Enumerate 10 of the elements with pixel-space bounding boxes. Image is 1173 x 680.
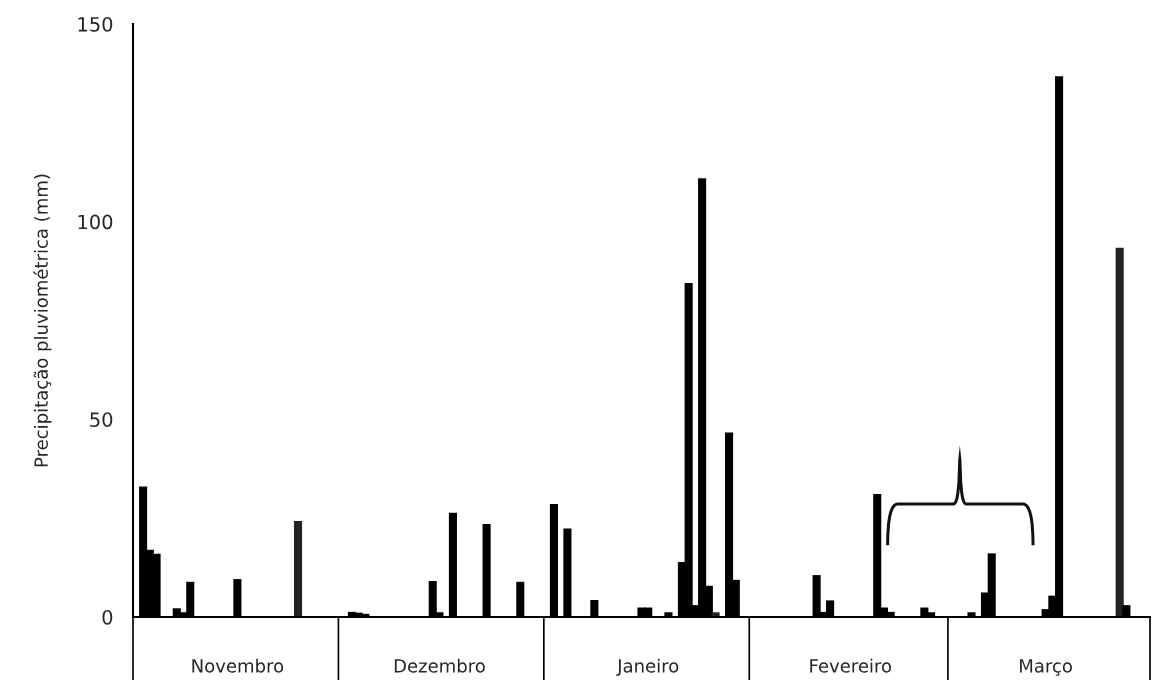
x-tick-label: Fevereiro	[810, 658, 892, 673]
x-tick-label: Dezembro	[394, 658, 485, 673]
x-tick-label: Janeiro	[616, 658, 679, 676]
x-tick-label: Março	[1020, 659, 1072, 676]
y-axis-title: Precipitação pluviométrica (mm)	[33, 174, 52, 467]
x-tick-label: Novembro	[192, 658, 284, 673]
y-tick-label: 150	[78, 16, 113, 32]
y-tick-label: 0	[102, 609, 113, 625]
y-tick-label: 50	[90, 412, 113, 427]
y-tick-label: 100	[78, 214, 113, 230]
